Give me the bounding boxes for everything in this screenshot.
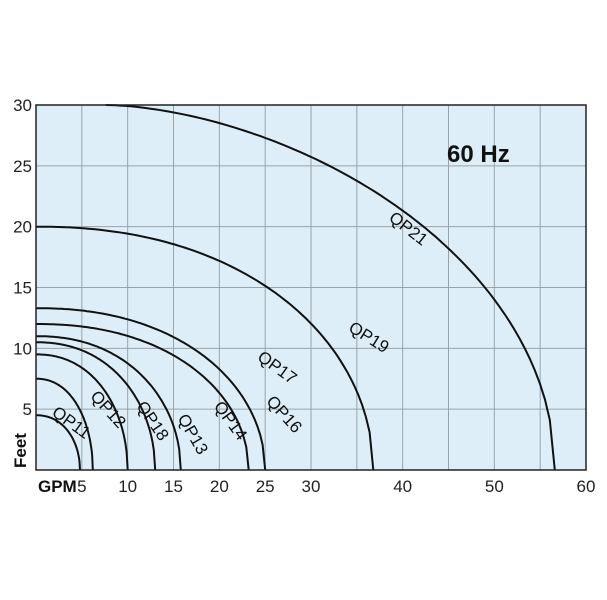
y-tick-label: 10	[13, 339, 32, 358]
grid-lines	[36, 105, 586, 470]
pump-curve-qp12	[36, 377, 94, 471]
pump-curve-qp13	[36, 341, 157, 471]
y-axis-ticks: 5 10 15 20 25 30	[13, 96, 32, 419]
pump-curve-qp19	[36, 225, 375, 471]
y-tick-label: 5	[23, 400, 32, 419]
frequency-label: 60 Hz	[447, 141, 510, 168]
x-tick-label: 50	[485, 477, 504, 496]
pump-curve-qp14	[36, 335, 182, 471]
x-tick-label: 30	[302, 477, 321, 496]
x-tick-label: 15	[164, 477, 183, 496]
pump-curve-qp18	[36, 353, 129, 471]
y-tick-label: 25	[13, 157, 32, 176]
y-tick-label: 20	[13, 218, 32, 237]
pump-curve-qp16	[36, 323, 250, 471]
x-tick-label: 5	[77, 477, 86, 496]
x-tick-label: 40	[393, 477, 412, 496]
y-tick-label: 30	[13, 96, 32, 115]
y-tick-label: 15	[13, 279, 32, 298]
pump-curve-qp17	[36, 307, 267, 471]
x-axis-label: GPM	[38, 477, 77, 496]
x-tick-label: 60	[577, 477, 596, 496]
pump-curve-qp11	[36, 414, 81, 471]
y-axis-label: Feet	[11, 433, 30, 468]
plot-frame	[35, 104, 587, 471]
pump-curve-qp21	[105, 104, 556, 471]
x-axis-ticks: 5 10 15 20 25 30 40 50 60	[77, 477, 595, 496]
x-tick-label: 10	[118, 477, 137, 496]
x-tick-label: 25	[256, 477, 275, 496]
x-tick-label: 20	[210, 477, 229, 496]
